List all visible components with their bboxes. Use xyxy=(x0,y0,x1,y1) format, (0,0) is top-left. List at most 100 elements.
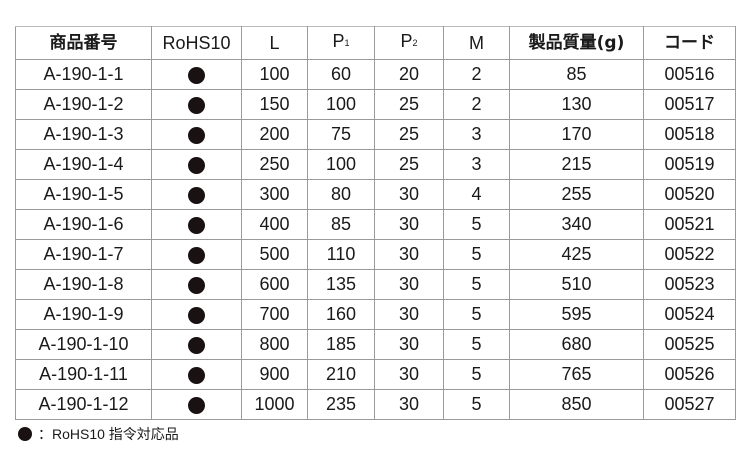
cell-cd: 00520 xyxy=(643,179,736,210)
cell-p1: 160 xyxy=(307,299,375,330)
table-row: A-190-1-9 700 160 30 5 595 00524 xyxy=(15,299,736,330)
cell-p2: 20 xyxy=(374,59,444,90)
cell-p2: 25 xyxy=(374,119,444,150)
cell-p1: 185 xyxy=(307,329,375,360)
cell-cd: 00519 xyxy=(643,149,736,180)
header-p2-sub: 2 xyxy=(412,38,418,48)
cell-mass: 595 xyxy=(509,299,644,330)
cell-p2: 25 xyxy=(374,149,444,180)
header-rohs: RoHS10 xyxy=(151,26,242,60)
rohs-dot-icon xyxy=(188,156,205,174)
cell-p1: 85 xyxy=(307,209,375,240)
cell-mass: 215 xyxy=(509,149,644,180)
cell-m: 2 xyxy=(443,59,510,90)
table-row: A-190-1-3 200 75 25 3 170 00518 xyxy=(15,119,736,150)
header-m: M xyxy=(443,26,510,60)
cell-m: 2 xyxy=(443,89,510,120)
cell-id: A-190-1-9 xyxy=(15,299,152,330)
cell-cd: 00527 xyxy=(643,389,736,420)
cell-id: A-190-1-1 xyxy=(15,59,152,90)
cell-l: 1000 xyxy=(241,389,308,420)
cell-p2: 30 xyxy=(374,209,444,240)
cell-l: 150 xyxy=(241,89,308,120)
cell-mass: 425 xyxy=(509,239,644,270)
cell-p2: 30 xyxy=(374,269,444,300)
cell-mass: 510 xyxy=(509,269,644,300)
cell-rohs xyxy=(151,359,242,390)
cell-p1: 100 xyxy=(307,149,375,180)
cell-mass: 170 xyxy=(509,119,644,150)
cell-m: 5 xyxy=(443,389,510,420)
table-row: A-190-1-7 500 110 30 5 425 00522 xyxy=(15,239,736,270)
cell-rohs xyxy=(151,239,242,270)
table-row: A-190-1-11 900 210 30 5 765 00526 xyxy=(15,359,736,390)
rohs-dot-icon xyxy=(188,366,205,384)
cell-id: A-190-1-5 xyxy=(15,179,152,210)
cell-m: 5 xyxy=(443,299,510,330)
cell-p2: 30 xyxy=(374,179,444,210)
cell-p1: 60 xyxy=(307,59,375,90)
table-row: A-190-1-10 800 185 30 5 680 00525 xyxy=(15,329,736,360)
rohs-dot-icon xyxy=(188,276,205,294)
cell-rohs xyxy=(151,89,242,120)
cell-cd: 00526 xyxy=(643,359,736,390)
cell-l: 400 xyxy=(241,209,308,240)
cell-cd: 00516 xyxy=(643,59,736,90)
cell-l: 200 xyxy=(241,119,308,150)
table-row: A-190-1-4 250 100 25 3 215 00519 xyxy=(15,149,736,180)
rohs-dot-icon xyxy=(188,66,205,84)
cell-cd: 00524 xyxy=(643,299,736,330)
cell-rohs xyxy=(151,119,242,150)
cell-cd: 00521 xyxy=(643,209,736,240)
rohs-dot-icon xyxy=(18,427,32,441)
cell-l: 500 xyxy=(241,239,308,270)
cell-mass: 255 xyxy=(509,179,644,210)
header-p2-label: P xyxy=(400,31,413,51)
cell-rohs xyxy=(151,329,242,360)
table-row: A-190-1-8 600 135 30 5 510 00523 xyxy=(15,269,736,300)
rohs-dot-icon xyxy=(188,306,205,324)
cell-id: A-190-1-8 xyxy=(15,269,152,300)
cell-rohs xyxy=(151,269,242,300)
rohs-dot-icon xyxy=(188,336,205,354)
cell-id: A-190-1-4 xyxy=(15,149,152,180)
cell-m: 5 xyxy=(443,269,510,300)
table-row: A-190-1-2 150 100 25 2 130 00517 xyxy=(15,89,736,120)
rohs-dot-icon xyxy=(188,96,205,114)
cell-l: 100 xyxy=(241,59,308,90)
cell-mass: 85 xyxy=(509,59,644,90)
table-row: A-190-1-1 100 60 20 2 85 00516 xyxy=(15,59,736,90)
cell-p1: 135 xyxy=(307,269,375,300)
cell-id: A-190-1-10 xyxy=(15,329,152,360)
cell-p2: 30 xyxy=(374,359,444,390)
cell-mass: 130 xyxy=(509,89,644,120)
cell-cd: 00522 xyxy=(643,239,736,270)
legend-note: ：RoHS10 指令対応品 xyxy=(18,424,179,444)
cell-mass: 340 xyxy=(509,209,644,240)
cell-p1: 80 xyxy=(307,179,375,210)
cell-cd: 00523 xyxy=(643,269,736,300)
rohs-dot-icon xyxy=(188,216,205,234)
cell-m: 5 xyxy=(443,209,510,240)
cell-cd: 00525 xyxy=(643,329,736,360)
cell-rohs xyxy=(151,389,242,420)
header-p1: P1 xyxy=(307,26,375,60)
cell-l: 600 xyxy=(241,269,308,300)
rohs-dot-icon xyxy=(188,186,205,204)
product-spec-table: 商品番号 RoHS10 L P1 P2 M 製品質量(g) コード A-190-… xyxy=(15,26,736,420)
cell-m: 5 xyxy=(443,239,510,270)
cell-m: 5 xyxy=(443,359,510,390)
cell-p2: 30 xyxy=(374,299,444,330)
cell-p1: 110 xyxy=(307,239,375,270)
cell-p2: 30 xyxy=(374,389,444,420)
cell-p1: 210 xyxy=(307,359,375,390)
table-row: A-190-1-6 400 85 30 5 340 00521 xyxy=(15,209,736,240)
table-row: A-190-1-5 300 80 30 4 255 00520 xyxy=(15,179,736,210)
cell-l: 250 xyxy=(241,149,308,180)
rohs-dot-icon xyxy=(188,126,205,144)
cell-rohs xyxy=(151,149,242,180)
cell-id: A-190-1-6 xyxy=(15,209,152,240)
cell-p2: 30 xyxy=(374,329,444,360)
header-p1-label: P xyxy=(332,31,345,51)
rohs-dot-icon xyxy=(188,396,205,414)
